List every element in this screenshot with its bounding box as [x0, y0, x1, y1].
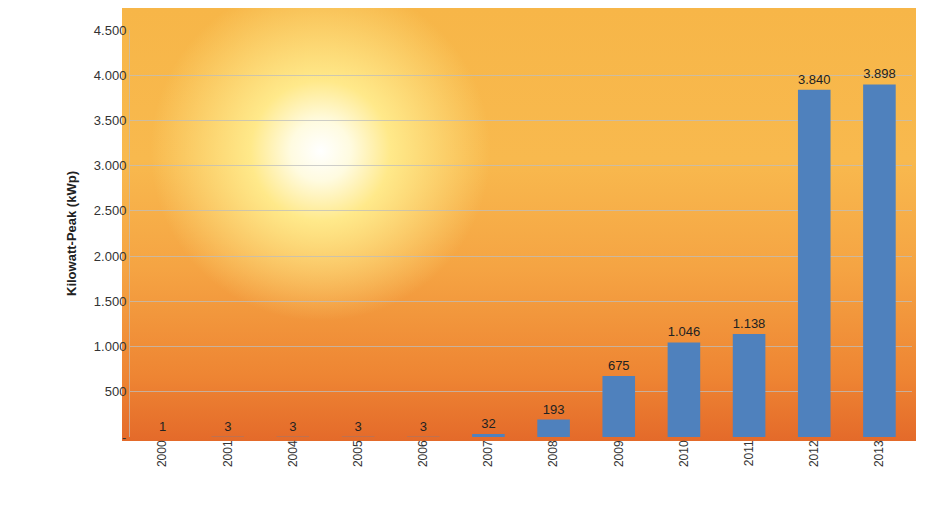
svg-text:1.138: 1.138 [733, 316, 766, 331]
svg-text:3.000: 3.000 [94, 158, 127, 173]
svg-text:Kilowatt-Peak (kWp): Kilowatt-Peak (kWp) [64, 171, 79, 296]
svg-text:-: - [122, 430, 126, 445]
svg-text:2007: 2007 [481, 440, 495, 467]
svg-text:2009: 2009 [612, 440, 626, 467]
svg-text:3.840: 3.840 [798, 72, 831, 87]
svg-text:193: 193 [543, 402, 565, 417]
svg-text:4.500: 4.500 [94, 23, 127, 38]
svg-text:3: 3 [420, 419, 427, 434]
svg-text:2005: 2005 [351, 440, 365, 467]
svg-text:675: 675 [608, 358, 630, 373]
svg-text:2012: 2012 [807, 440, 821, 467]
svg-text:2.000: 2.000 [94, 249, 127, 264]
svg-text:2011: 2011 [742, 440, 756, 466]
svg-text:3.898: 3.898 [863, 66, 896, 81]
svg-text:2001: 2001 [221, 440, 235, 467]
svg-text:4.000: 4.000 [94, 68, 127, 83]
svg-text:2013: 2013 [872, 440, 886, 467]
svg-text:1.500: 1.500 [94, 294, 127, 309]
svg-text:3: 3 [224, 419, 231, 434]
svg-text:2008: 2008 [546, 440, 560, 467]
svg-text:1.000: 1.000 [94, 339, 127, 354]
svg-text:2006: 2006 [416, 440, 430, 467]
svg-text:3: 3 [354, 419, 361, 434]
svg-text:2.500: 2.500 [94, 203, 127, 218]
svg-text:2000: 2000 [155, 440, 169, 467]
svg-text:500: 500 [105, 384, 127, 399]
svg-text:1.046: 1.046 [668, 324, 701, 339]
svg-text:2004: 2004 [286, 440, 300, 467]
svg-text:1: 1 [159, 419, 166, 434]
svg-text:2010: 2010 [677, 440, 691, 467]
svg-text:32: 32 [481, 416, 495, 431]
svg-text:3: 3 [289, 419, 296, 434]
svg-text:3.500: 3.500 [94, 113, 127, 128]
